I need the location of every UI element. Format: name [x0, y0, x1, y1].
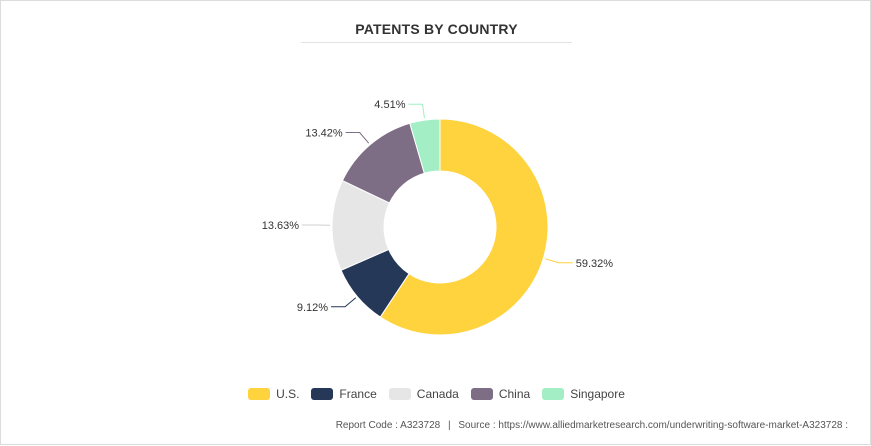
data-label-france: 9.12%	[297, 302, 328, 314]
leader-line-france	[331, 298, 356, 307]
legend-label-singapore: Singapore	[570, 387, 625, 401]
legend-swatch-france	[311, 388, 333, 400]
footer-separator: |	[448, 420, 451, 431]
legend-label-france: France	[339, 387, 376, 401]
report-footer: Report Code : A323728 | Source : https:/…	[336, 420, 848, 431]
data-label-canada: 13.63%	[262, 220, 300, 232]
legend-swatch-china	[471, 388, 493, 400]
legend-swatch-us	[248, 388, 270, 400]
report-code: Report Code : A323728	[336, 420, 441, 431]
leader-line-us	[545, 259, 572, 263]
legend-item-singapore[interactable]: Singapore	[542, 387, 625, 401]
legend-item-china[interactable]: China	[471, 387, 530, 401]
data-label-china: 13.42%	[305, 128, 343, 140]
legend-label-canada: Canada	[417, 387, 459, 401]
legend-swatch-canada	[389, 388, 411, 400]
source-text: Source : https://www.alliedmarketresearc…	[458, 420, 848, 431]
legend-item-us[interactable]: U.S.	[248, 387, 299, 401]
legend-label-us: U.S.	[276, 387, 299, 401]
legend-swatch-singapore	[542, 388, 564, 400]
legend-item-france[interactable]: France	[311, 387, 376, 401]
data-label-us: 59.32%	[576, 258, 614, 270]
data-label-singapore: 4.51%	[374, 99, 405, 111]
leader-line-singapore	[408, 104, 424, 118]
chart-legend: U.S. France Canada China Singapore	[1, 387, 871, 401]
leader-line-china	[346, 133, 369, 144]
legend-item-canada[interactable]: Canada	[389, 387, 459, 401]
legend-label-china: China	[499, 387, 530, 401]
